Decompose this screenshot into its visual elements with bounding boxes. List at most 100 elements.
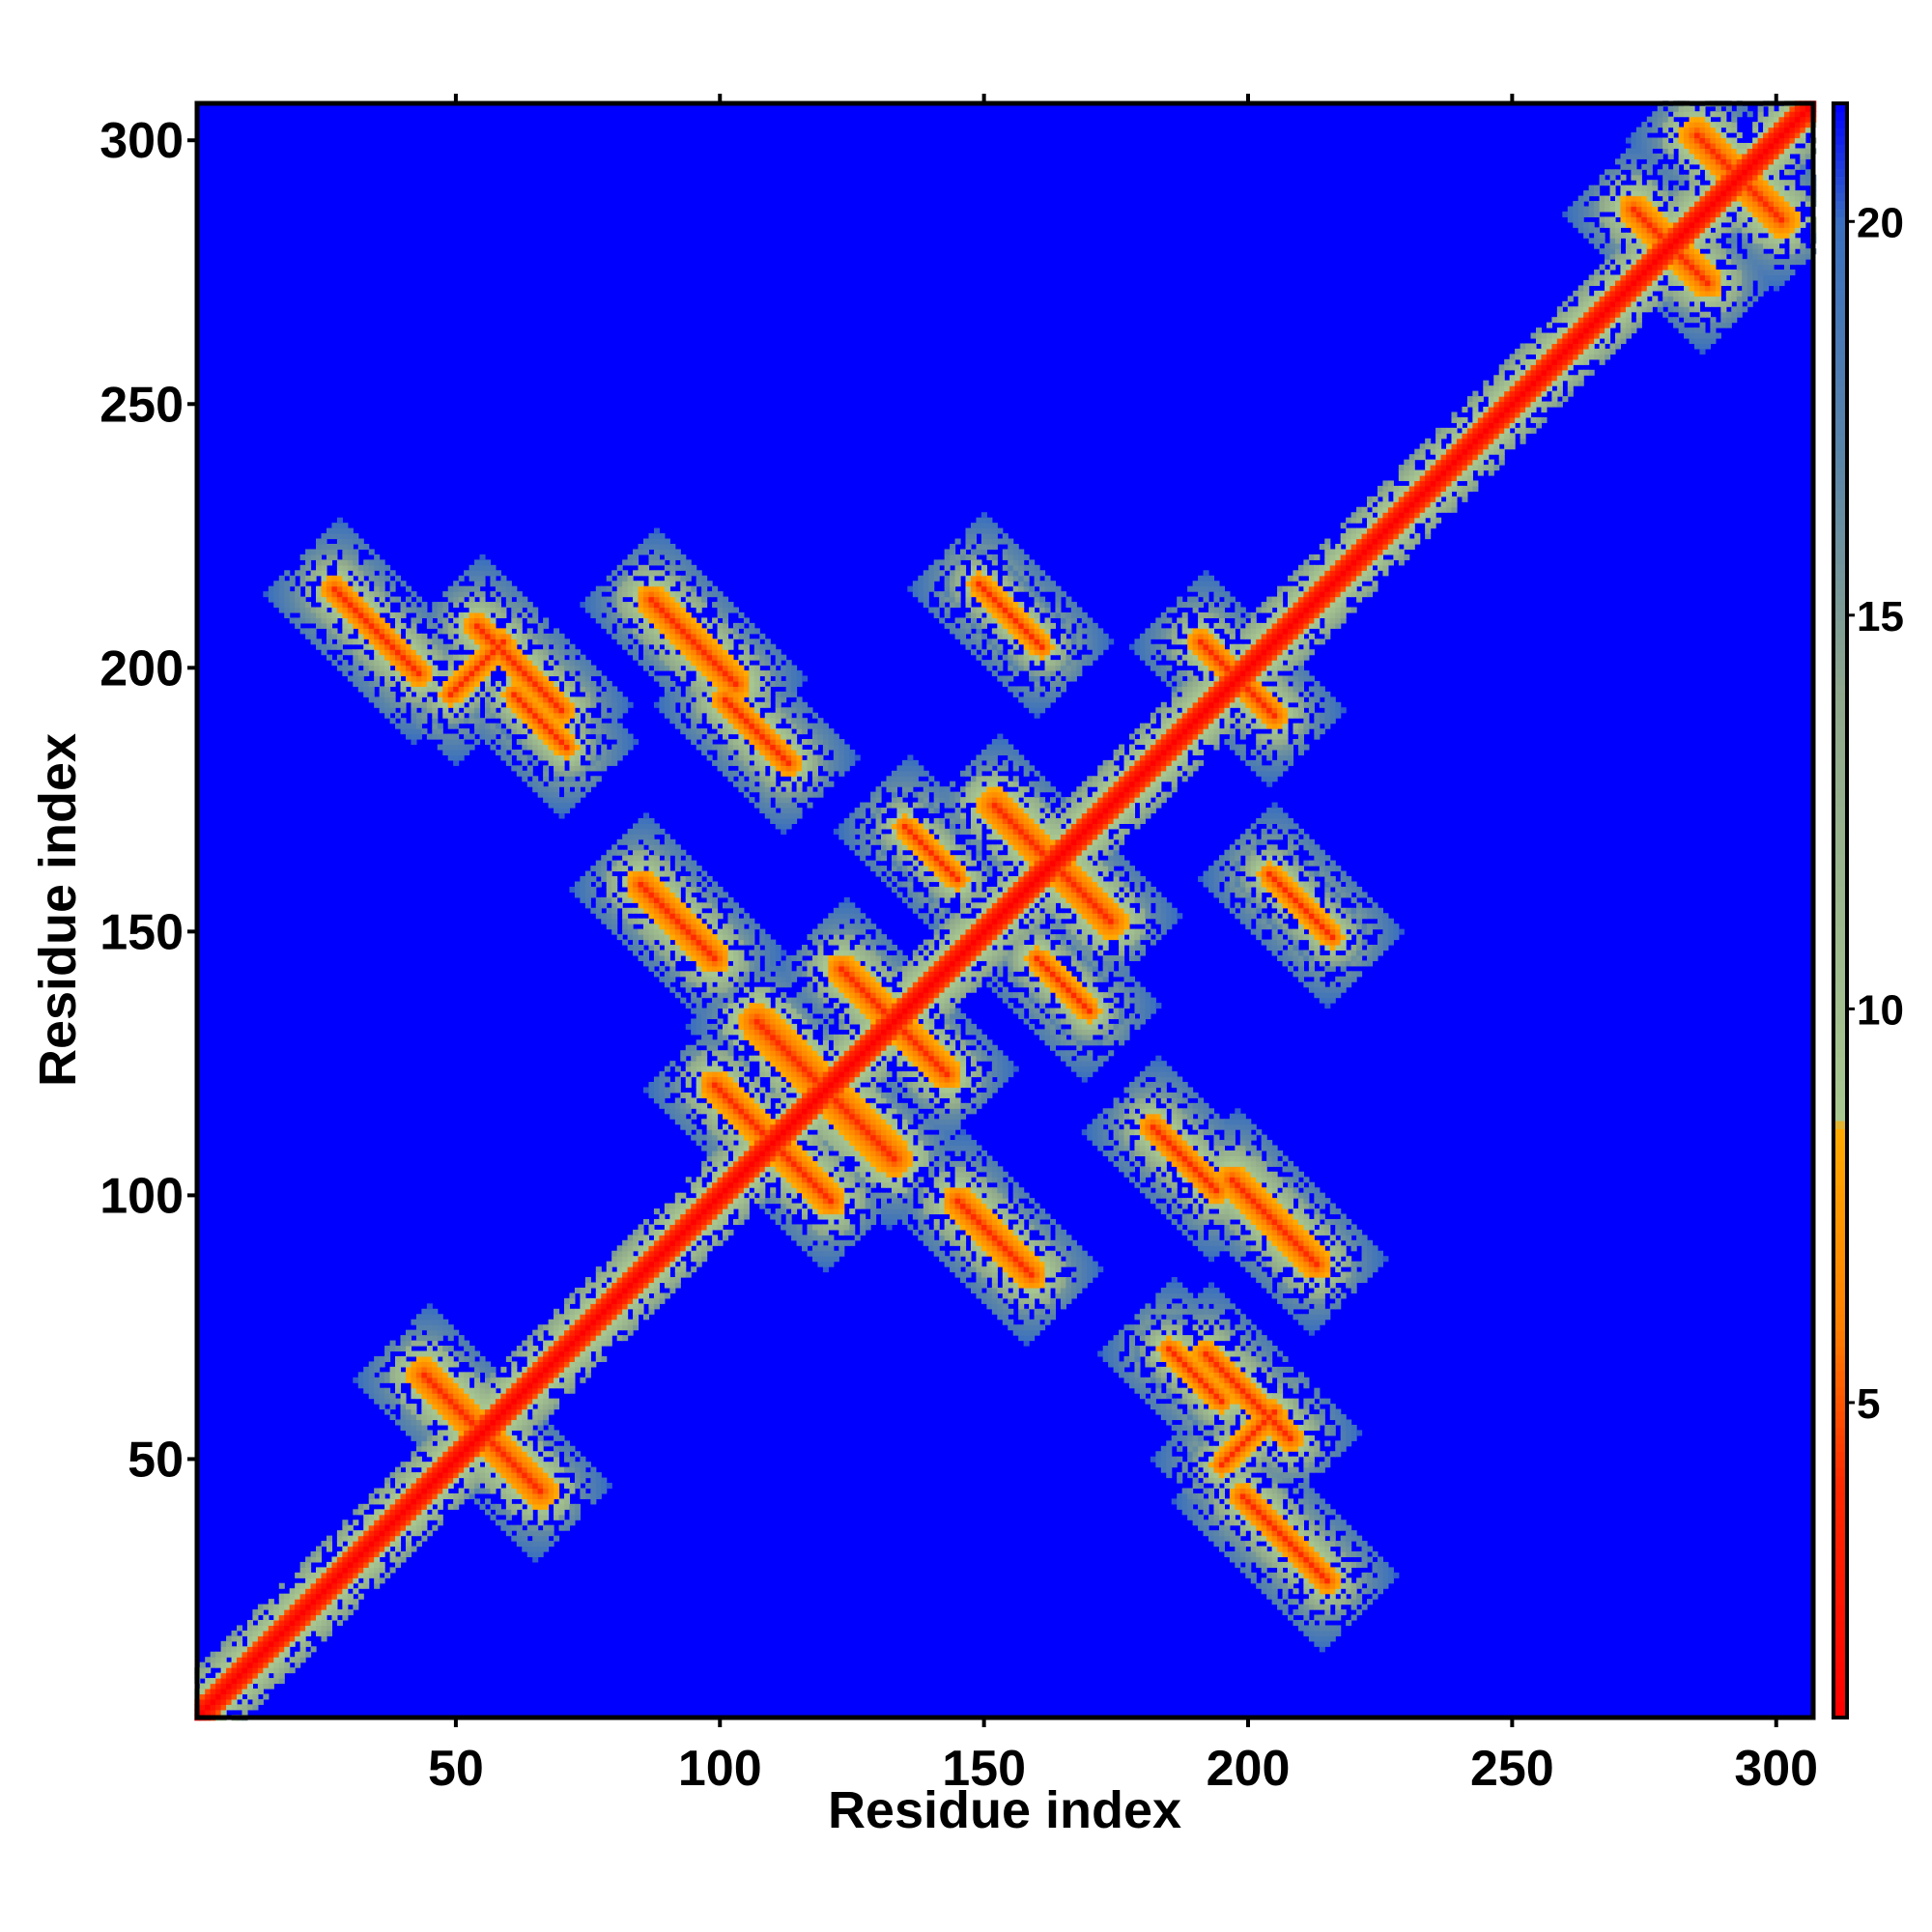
heatmap-cell bbox=[505, 723, 512, 729]
heatmap-cell bbox=[437, 1335, 443, 1342]
heatmap-cell bbox=[674, 1113, 681, 1120]
heatmap-cell bbox=[580, 1329, 586, 1336]
heatmap-cell bbox=[453, 1492, 460, 1499]
heatmap-cell bbox=[738, 759, 745, 766]
heatmap-cell bbox=[432, 1492, 439, 1499]
heatmap-cell bbox=[469, 628, 475, 635]
heatmap-cell bbox=[691, 1250, 697, 1257]
heatmap-cell bbox=[669, 844, 676, 851]
heatmap-cell bbox=[563, 1346, 571, 1352]
heatmap-cell bbox=[674, 1087, 681, 1094]
heatmap-cell bbox=[653, 960, 660, 967]
heatmap-cell bbox=[389, 1404, 396, 1410]
heatmap-cell bbox=[554, 808, 560, 814]
heatmap-cell bbox=[712, 707, 719, 714]
heatmap-cell bbox=[664, 838, 670, 845]
heatmap-cell bbox=[723, 1003, 729, 1009]
heatmap-cell bbox=[580, 1324, 586, 1331]
heatmap-cell bbox=[415, 670, 422, 677]
heatmap-cell bbox=[516, 1492, 523, 1499]
heatmap-cell bbox=[511, 633, 518, 639]
heatmap-cell bbox=[537, 749, 544, 755]
heatmap-cell bbox=[569, 728, 576, 735]
heatmap-cell bbox=[284, 1646, 291, 1653]
heatmap-cell bbox=[384, 1483, 391, 1490]
heatmap-cell bbox=[347, 1535, 354, 1542]
heatmap-cell bbox=[511, 1377, 518, 1383]
heatmap-cell bbox=[447, 749, 454, 755]
heatmap-cell bbox=[305, 554, 312, 560]
heatmap-cell bbox=[738, 786, 745, 793]
heatmap-cell bbox=[712, 950, 719, 956]
heatmap-cell bbox=[696, 1134, 702, 1141]
heatmap-cell bbox=[643, 1271, 650, 1278]
heatmap-cell bbox=[357, 1535, 364, 1542]
heatmap-cell bbox=[405, 1514, 412, 1520]
heatmap-cell bbox=[415, 712, 422, 719]
heatmap-cell bbox=[453, 739, 460, 746]
heatmap-cell bbox=[611, 633, 618, 639]
heatmap-cell bbox=[638, 1261, 644, 1267]
heatmap-cell bbox=[659, 918, 666, 924]
heatmap-cell bbox=[263, 1646, 270, 1653]
heatmap-cell bbox=[717, 928, 724, 935]
heatmap-cell bbox=[622, 1277, 629, 1284]
heatmap-cell bbox=[421, 1472, 428, 1479]
heatmap-cell bbox=[738, 965, 745, 972]
heatmap-cell bbox=[237, 1657, 243, 1663]
heatmap-cell bbox=[326, 585, 333, 592]
heatmap-cell bbox=[363, 1546, 370, 1552]
heatmap-cell bbox=[543, 1530, 550, 1537]
heatmap-cell bbox=[484, 564, 492, 571]
heatmap-cell bbox=[331, 523, 338, 529]
heatmap-cell bbox=[273, 585, 280, 592]
heatmap-cell bbox=[532, 1550, 539, 1558]
heatmap-cell bbox=[458, 1498, 465, 1505]
heatmap-cell bbox=[516, 649, 523, 656]
heatmap-cell bbox=[532, 1492, 539, 1499]
heatmap-cell bbox=[357, 1377, 364, 1383]
heatmap-cell bbox=[653, 928, 660, 935]
heatmap-cell bbox=[432, 1350, 439, 1357]
heatmap-cell bbox=[554, 1483, 560, 1490]
heatmap-cell bbox=[500, 1472, 507, 1479]
heatmap-cell bbox=[669, 870, 676, 877]
heatmap-cell bbox=[732, 759, 739, 766]
heatmap-cell bbox=[400, 1414, 407, 1421]
heatmap-cell bbox=[580, 1350, 586, 1357]
heatmap-cell bbox=[469, 707, 475, 714]
heatmap-cell bbox=[712, 1012, 719, 1020]
heatmap-cell bbox=[500, 1488, 507, 1494]
heatmap-cell bbox=[723, 707, 729, 714]
heatmap-cell bbox=[727, 1187, 734, 1194]
heatmap-cell bbox=[411, 707, 417, 714]
heatmap-cell bbox=[464, 691, 470, 697]
heatmap-cell bbox=[558, 1324, 565, 1331]
heatmap-cell bbox=[257, 1672, 264, 1679]
heatmap-cell bbox=[231, 1693, 238, 1700]
heatmap-cell bbox=[580, 696, 586, 703]
heatmap-cell bbox=[453, 696, 460, 703]
heatmap-cell bbox=[706, 1012, 713, 1020]
heatmap-cell bbox=[653, 838, 660, 845]
heatmap-cell bbox=[723, 622, 729, 629]
heatmap-cell bbox=[723, 628, 729, 635]
heatmap-cell bbox=[522, 1514, 528, 1520]
heatmap-cell bbox=[305, 1630, 312, 1636]
heatmap-cell bbox=[554, 723, 560, 729]
heatmap-cell bbox=[500, 607, 507, 613]
heatmap-cell bbox=[574, 739, 581, 746]
heatmap-cell bbox=[342, 611, 349, 619]
heatmap-cell bbox=[516, 1451, 523, 1458]
heatmap-cell bbox=[574, 1355, 581, 1362]
heatmap-cell bbox=[490, 564, 497, 571]
heatmap-cell bbox=[474, 575, 481, 582]
heatmap-cell bbox=[611, 866, 618, 872]
heatmap-cell bbox=[569, 759, 576, 766]
heatmap-cell bbox=[310, 1572, 317, 1578]
heatmap-cell bbox=[680, 633, 687, 639]
heatmap-cell bbox=[643, 1218, 650, 1225]
heatmap-cell bbox=[580, 680, 586, 687]
heatmap-cell bbox=[342, 596, 349, 603]
heatmap-cell bbox=[522, 1520, 528, 1526]
